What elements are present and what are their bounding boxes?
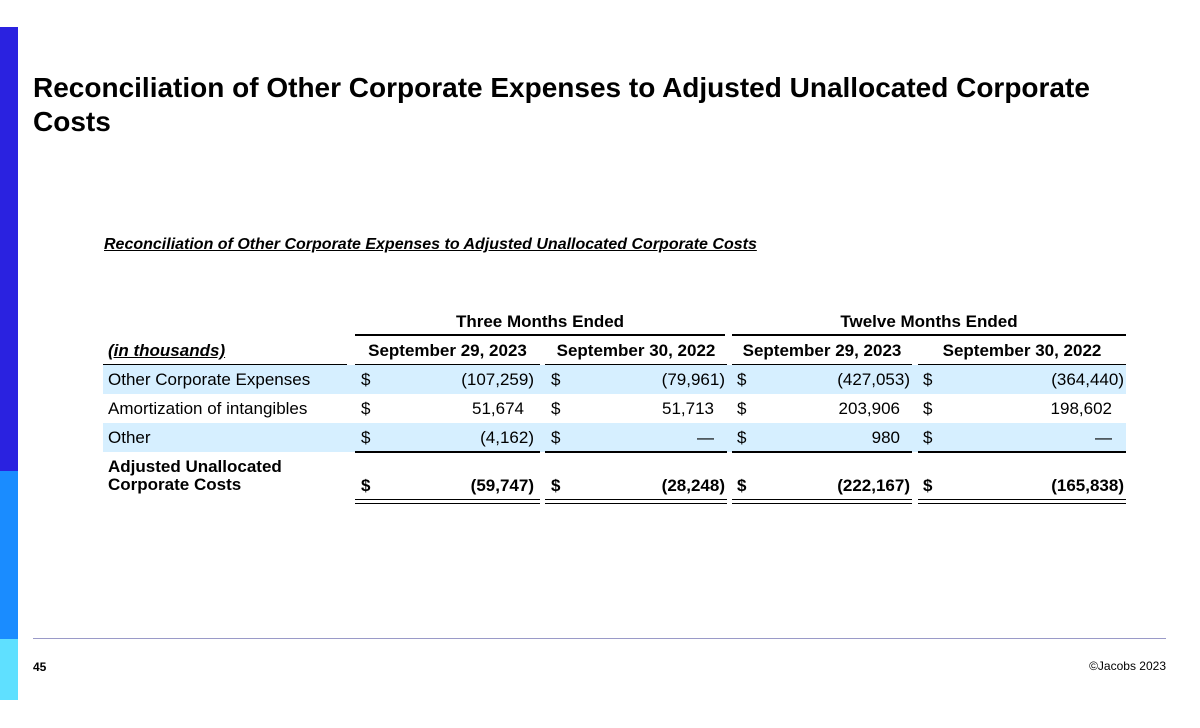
col-header-q-2023: September 29, 2023 bbox=[368, 341, 527, 360]
value-cell: (427,053) bbox=[837, 370, 910, 389]
currency-symbol: $ bbox=[923, 476, 933, 495]
currency-symbol: $ bbox=[361, 428, 371, 447]
sidebar-accent-middle bbox=[0, 471, 18, 639]
total-double-rule bbox=[545, 503, 727, 504]
subtotal-rule-col4 bbox=[918, 451, 1126, 453]
group-rule-three-months bbox=[355, 334, 725, 336]
value-cell: (364,440) bbox=[1051, 370, 1124, 389]
currency-symbol: $ bbox=[923, 399, 933, 418]
currency-symbol: $ bbox=[737, 370, 747, 389]
total-double-rule bbox=[355, 499, 540, 500]
currency-symbol: $ bbox=[361, 370, 371, 389]
row-highlight bbox=[103, 365, 1126, 394]
currency-symbol: $ bbox=[923, 428, 933, 447]
currency-symbol: $ bbox=[737, 399, 747, 418]
value-cell: 51,713 bbox=[662, 399, 714, 418]
currency-symbol: $ bbox=[737, 476, 747, 495]
currency-symbol: $ bbox=[551, 399, 561, 418]
group-header-three-months: Three Months Ended bbox=[455, 312, 625, 331]
total-value-cell: (59,747) bbox=[470, 476, 534, 495]
row-label-other-corporate-expenses: Other Corporate Expenses bbox=[108, 370, 311, 389]
col-header-y-2023: September 29, 2023 bbox=[742, 341, 902, 360]
subtotal-rule-col2 bbox=[545, 451, 727, 453]
unit-label: (in thousands) bbox=[108, 341, 226, 360]
currency-symbol: $ bbox=[361, 399, 371, 418]
currency-symbol: $ bbox=[551, 476, 561, 495]
page-number: 45 bbox=[33, 660, 47, 674]
footer-divider bbox=[33, 638, 1166, 639]
currency-symbol: $ bbox=[551, 428, 561, 447]
value-cell: — bbox=[697, 428, 714, 447]
sidebar-accent-top bbox=[0, 27, 18, 471]
slide-title: Reconciliation of Other Corporate Expens… bbox=[33, 72, 1090, 137]
sidebar-accent-bottom bbox=[0, 639, 18, 700]
row-label-other: Other bbox=[108, 428, 151, 447]
value-cell: (4,162) bbox=[480, 428, 534, 447]
total-label-line1: Adjusted Unallocated bbox=[108, 457, 282, 476]
total-value-cell: (28,248) bbox=[661, 476, 725, 495]
col-header-q-2022: September 30, 2022 bbox=[556, 341, 716, 360]
total-label-line2: Corporate Costs bbox=[108, 475, 242, 494]
currency-symbol: $ bbox=[361, 476, 371, 495]
total-value-cell: (165,838) bbox=[1051, 476, 1124, 495]
value-cell: — bbox=[1095, 428, 1112, 447]
total-double-rule bbox=[355, 503, 540, 504]
row-label-amortization: Amortization of intangibles bbox=[108, 399, 308, 418]
value-cell: 51,674 bbox=[472, 399, 524, 418]
total-double-rule bbox=[918, 503, 1126, 504]
currency-symbol: $ bbox=[923, 370, 933, 389]
currency-symbol: $ bbox=[551, 370, 561, 389]
group-rule-twelve-months bbox=[732, 334, 1126, 336]
subtotal-rule-col1 bbox=[355, 451, 540, 453]
row-highlight bbox=[103, 423, 1126, 452]
total-double-rule bbox=[732, 503, 912, 504]
value-cell: 198,602 bbox=[1050, 399, 1112, 418]
copyright-notice: ©Jacobs 2023 bbox=[1089, 659, 1166, 673]
col-header-y-2022: September 30, 2022 bbox=[942, 341, 1102, 360]
currency-symbol: $ bbox=[737, 428, 747, 447]
total-double-rule bbox=[545, 499, 727, 500]
value-cell: (107,259) bbox=[461, 370, 534, 389]
subtotal-rule-col3 bbox=[732, 451, 912, 453]
value-cell: (79,961) bbox=[661, 370, 725, 389]
value-cell: 980 bbox=[871, 428, 900, 447]
total-value-cell: (222,167) bbox=[837, 476, 910, 495]
value-cell: 203,906 bbox=[838, 399, 900, 418]
table-caption: Reconciliation of Other Corporate Expens… bbox=[104, 236, 757, 253]
group-header-twelve-months: Twelve Months Ended bbox=[840, 312, 1018, 331]
total-double-rule bbox=[918, 499, 1126, 500]
total-double-rule bbox=[732, 499, 912, 500]
